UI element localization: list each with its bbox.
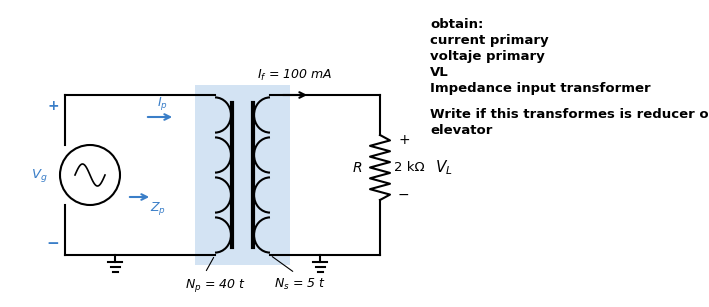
- Text: $Z_p$: $Z_p$: [150, 200, 166, 217]
- Bar: [195, 85, 290, 265]
- Text: +: +: [398, 133, 410, 147]
- Text: current primary: current primary: [430, 34, 549, 47]
- Text: −: −: [398, 188, 410, 202]
- Text: $I_p$: $I_p$: [157, 95, 167, 112]
- Text: $V_g$: $V_g$: [31, 166, 48, 184]
- Text: $N_s$ = 5 t: $N_s$ = 5 t: [274, 277, 326, 292]
- Text: 2 kΩ: 2 kΩ: [394, 161, 425, 174]
- Text: $R$: $R$: [352, 161, 362, 174]
- Text: Impedance input transformer: Impedance input transformer: [430, 82, 651, 95]
- Text: elevator: elevator: [430, 124, 492, 137]
- Text: VL: VL: [430, 66, 449, 79]
- Text: $I_f$ = 100 mA: $I_f$ = 100 mA: [257, 68, 333, 83]
- Text: obtain:: obtain:: [430, 18, 484, 31]
- Text: Write if this transformes is reducer or: Write if this transformes is reducer or: [430, 108, 709, 121]
- Text: $V_L$: $V_L$: [435, 158, 453, 177]
- Text: +: +: [48, 99, 59, 113]
- Text: −: −: [46, 236, 59, 251]
- Text: $N_p$ = 40 t: $N_p$ = 40 t: [184, 277, 245, 294]
- Text: voltaje primary: voltaje primary: [430, 50, 545, 63]
